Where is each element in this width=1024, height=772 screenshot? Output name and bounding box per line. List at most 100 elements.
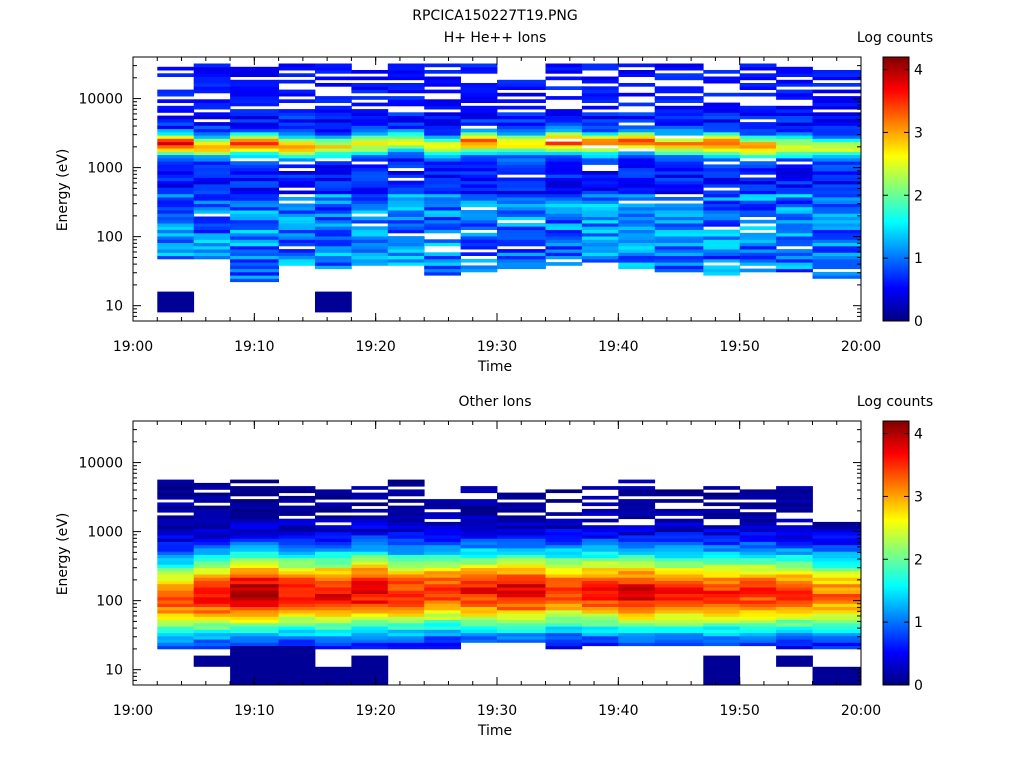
heatmap-cell xyxy=(278,144,316,149)
heatmap-cell xyxy=(278,606,316,611)
heatmap-cell xyxy=(497,593,546,598)
y-tick-label: 10000 xyxy=(78,456,123,472)
heatmap-cell xyxy=(497,551,546,555)
heatmap-cell xyxy=(315,632,352,637)
heatmap-cell xyxy=(460,164,498,169)
heatmap-cell xyxy=(497,574,546,578)
heatmap-cell xyxy=(497,157,546,162)
heatmap-cell xyxy=(351,535,389,539)
heatmap-cell xyxy=(157,508,195,513)
heatmap-cell xyxy=(230,206,279,211)
heatmap-cell xyxy=(739,226,777,230)
heatmap-cell xyxy=(157,73,195,77)
heatmap-cell xyxy=(703,265,741,270)
heatmap-cell xyxy=(776,635,813,640)
heatmap-cell xyxy=(193,564,231,568)
y-tick-label: 10000 xyxy=(78,92,123,108)
heatmap-cell xyxy=(497,161,546,165)
heatmap-cell xyxy=(545,86,583,90)
heatmap-cell xyxy=(230,112,279,116)
heatmap-cell xyxy=(157,639,195,643)
heatmap-cell xyxy=(703,206,741,211)
heatmap-cell xyxy=(157,92,195,97)
heatmap-cell xyxy=(739,177,777,182)
heatmap-cell xyxy=(387,245,425,250)
heatmap-cell xyxy=(460,557,498,562)
heatmap-cell xyxy=(230,193,279,198)
heatmap-cell xyxy=(278,258,316,263)
heatmap-cell xyxy=(654,180,704,185)
heatmap-cell xyxy=(776,92,813,97)
heatmap-cell xyxy=(703,544,741,549)
heatmap-cell xyxy=(654,105,704,110)
heatmap-cell xyxy=(387,229,425,234)
heatmap-cell xyxy=(278,190,316,195)
heatmap-cell xyxy=(545,180,583,185)
heatmap-cell xyxy=(739,567,777,572)
heatmap-cell xyxy=(315,580,352,585)
heatmap-cell xyxy=(776,268,813,273)
heatmap-cell xyxy=(739,249,777,253)
heatmap-cell xyxy=(460,580,498,585)
heatmap-cell xyxy=(230,535,279,539)
heatmap-cell xyxy=(460,505,498,510)
heatmap-cell xyxy=(387,564,425,568)
heatmap-cell xyxy=(424,505,461,510)
heatmap-cell xyxy=(460,135,498,139)
heatmap-cell xyxy=(387,525,425,529)
heatmap-cell xyxy=(545,239,583,243)
heatmap-cell xyxy=(497,622,546,627)
heatmap-cell xyxy=(230,102,279,107)
heatmap-cell xyxy=(776,171,813,175)
heatmap-cell xyxy=(278,587,316,591)
heatmap-cell xyxy=(387,535,425,539)
heatmap-cell xyxy=(581,580,619,585)
heatmap-cell xyxy=(497,252,546,256)
heatmap-cell xyxy=(230,505,279,510)
heatmap-cell xyxy=(703,508,741,513)
heatmap-cell xyxy=(315,629,352,634)
heatmap-cell xyxy=(812,567,862,572)
heatmap-cell xyxy=(230,197,279,201)
heatmap-cell xyxy=(812,112,862,116)
heatmap-cell xyxy=(193,242,231,247)
heatmap-cell xyxy=(315,590,352,594)
heatmap-cell xyxy=(703,118,741,123)
heatmap-cell xyxy=(703,583,741,588)
heatmap-cell xyxy=(497,210,546,214)
heatmap-cell xyxy=(230,213,279,217)
heatmap-cell xyxy=(776,492,813,497)
heatmap-cell xyxy=(703,502,741,507)
heatmap-cell xyxy=(424,551,461,555)
heatmap-cell xyxy=(497,495,546,500)
heatmap-cell xyxy=(230,70,279,74)
heatmap-cell xyxy=(812,642,862,647)
heatmap-cell xyxy=(739,161,777,165)
heatmap-cell xyxy=(351,174,389,178)
heatmap-cell xyxy=(315,570,352,575)
heatmap-cell xyxy=(739,521,777,526)
heatmap-cell xyxy=(315,174,352,178)
heatmap-cell xyxy=(230,587,279,591)
heatmap-cell xyxy=(230,144,279,149)
heatmap-cell xyxy=(230,642,279,647)
heatmap-cell xyxy=(460,128,498,133)
heatmap-cell xyxy=(351,518,389,523)
heatmap-cell xyxy=(193,541,231,546)
heatmap-cell xyxy=(497,606,546,611)
heatmap-cell xyxy=(424,265,461,270)
heatmap-cell xyxy=(545,518,583,523)
heatmap-cell xyxy=(230,639,279,643)
heatmap-cell xyxy=(460,115,498,120)
heatmap-cell xyxy=(230,538,279,542)
heatmap-cell xyxy=(581,541,619,546)
heatmap-cell xyxy=(424,603,461,607)
heatmap-cell xyxy=(654,499,704,503)
heatmap-cell xyxy=(157,551,195,555)
heatmap-cell xyxy=(278,239,316,243)
heatmap-cell xyxy=(351,125,389,130)
heatmap-cell xyxy=(703,141,741,146)
heatmap-cell xyxy=(351,632,389,637)
heatmap-cell xyxy=(739,112,777,116)
heatmap-cell xyxy=(387,252,425,256)
